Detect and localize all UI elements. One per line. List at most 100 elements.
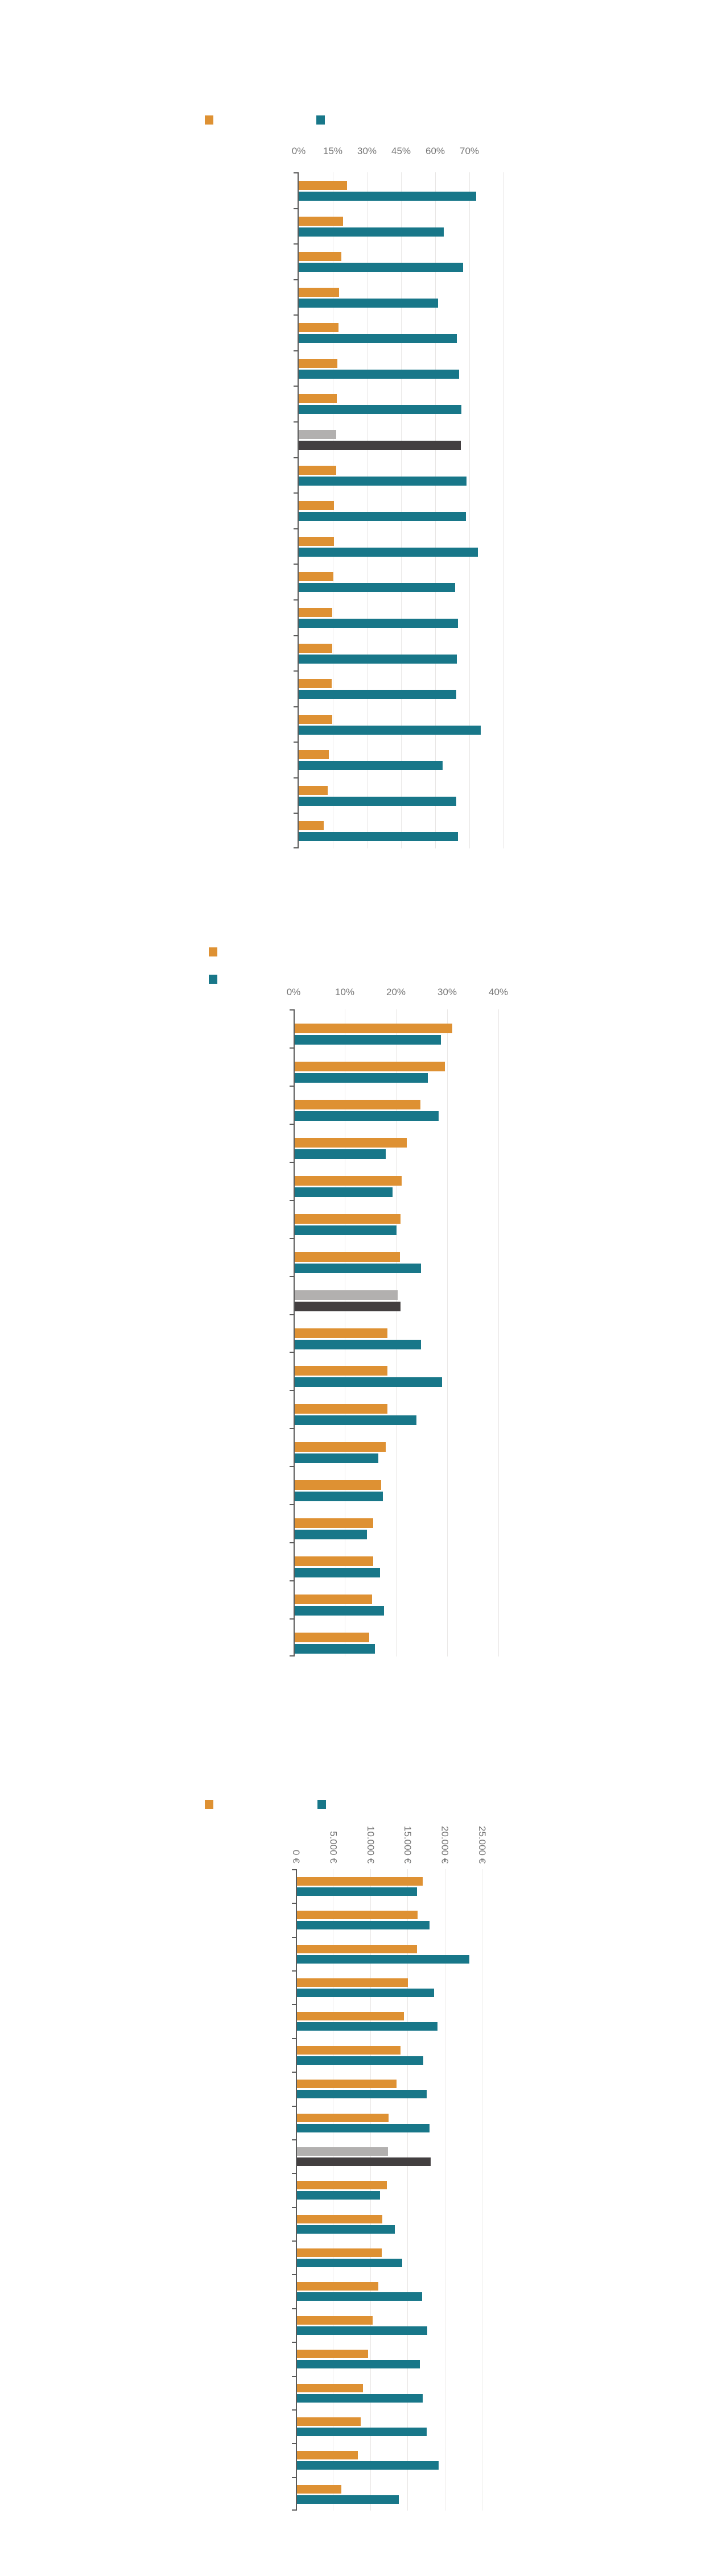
- bar-series2: [299, 512, 466, 521]
- category-tick: [290, 1238, 294, 1239]
- x-axis-tick-label-text: 25.000 €: [477, 1825, 488, 1863]
- x-axis-tick-label-rotated: 20.000 €: [438, 1778, 452, 1863]
- bar-series1-highlighted: [299, 430, 336, 439]
- bar-series1: [295, 1518, 373, 1528]
- category-tick: [292, 2004, 296, 2005]
- category-tick: [290, 1009, 294, 1010]
- category-tick: [292, 2443, 296, 2444]
- bar-series2: [297, 1921, 430, 1929]
- bar-series2: [295, 1415, 416, 1425]
- category-tick: [292, 2342, 296, 2343]
- bar-series2: [295, 1606, 384, 1616]
- category-tick: [290, 1276, 294, 1277]
- bar-series2: [299, 192, 476, 201]
- category-tick: [290, 1504, 294, 1505]
- category-tick: [294, 350, 298, 351]
- bar-series2: [299, 548, 478, 557]
- category-tick: [290, 1580, 294, 1581]
- bar-series2: [297, 2090, 427, 2098]
- bar-series1: [299, 608, 332, 617]
- category-tick: [294, 670, 298, 672]
- x-axis-tick-label-text: 15.000 €: [402, 1825, 414, 1863]
- bar-series1: [297, 2485, 341, 2494]
- x-axis-tick-label: 30%: [437, 987, 457, 997]
- bar-series2: [297, 2495, 399, 2504]
- bar-series2: [295, 1453, 378, 1463]
- x-axis-tick-label-rotated: 10.000 €: [364, 1778, 377, 1863]
- category-tick: [292, 2139, 296, 2140]
- x-axis-tick-label-text: 5.000 €: [328, 1831, 339, 1863]
- bar-series2: [299, 619, 458, 628]
- category-tick: [290, 1124, 294, 1125]
- bar-series1: [297, 2215, 382, 2223]
- bar-series1-highlighted: [295, 1290, 398, 1300]
- bar-series1: [299, 466, 336, 475]
- x-axis-tick-label: 45%: [391, 146, 411, 156]
- category-tick: [294, 492, 298, 494]
- bar-series2: [297, 2124, 430, 2132]
- bar-series2: [299, 299, 438, 308]
- bar-series2: [297, 2394, 423, 2403]
- category-tick: [292, 2509, 296, 2511]
- legend-swatch-series1: [209, 947, 217, 956]
- x-axis-tick-label-rotated: 15.000 €: [401, 1778, 414, 1863]
- bar-series1: [297, 2080, 397, 2088]
- bar-series1: [299, 288, 339, 297]
- bar-series2-highlighted: [295, 1302, 401, 1311]
- category-tick: [290, 1162, 294, 1163]
- bar-series1: [299, 394, 337, 403]
- chart-1-percent-horizontal-bars: 0% 15% 30% 45% 60% 70%: [0, 85, 710, 865]
- bar-series1: [299, 750, 329, 759]
- category-tick: [292, 1903, 296, 1904]
- bar-series1: [297, 2451, 358, 2459]
- category-tick: [292, 2173, 296, 2174]
- bar-series1: [295, 1100, 420, 1109]
- bar-series2: [299, 263, 463, 272]
- bar-series1: [299, 537, 334, 546]
- bar-series2: [297, 2326, 427, 2335]
- bar-series2: [299, 655, 457, 664]
- bar-series1: [297, 2282, 378, 2291]
- bar-series2: [295, 1149, 386, 1159]
- category-tick: [294, 421, 298, 423]
- x-axis-tick-label-rotated: 0 €: [289, 1778, 303, 1863]
- plot-area: [292, 1869, 521, 2511]
- bar-series2: [297, 2225, 395, 2234]
- bar-series1: [299, 323, 339, 332]
- category-tick: [290, 1200, 294, 1201]
- gridline: [367, 172, 368, 848]
- category-tick: [290, 1618, 294, 1620]
- category-tick: [290, 1047, 294, 1049]
- bar-series1: [295, 1024, 452, 1033]
- gridline: [503, 172, 504, 848]
- x-axis-tick-label: 60%: [425, 146, 445, 156]
- bar-series2: [299, 227, 444, 237]
- bar-series2-highlighted: [297, 2157, 431, 2166]
- bar-series1: [299, 715, 332, 724]
- category-tick: [292, 2274, 296, 2275]
- bar-series2: [295, 1111, 439, 1121]
- category-tick: [290, 1352, 294, 1353]
- bar-series1: [299, 572, 333, 581]
- bar-series2: [299, 832, 458, 841]
- category-tick: [292, 2477, 296, 2478]
- bar-series2: [297, 2461, 439, 2470]
- bar-series1: [295, 1252, 400, 1262]
- bar-series1: [297, 2417, 361, 2426]
- bar-series1: [295, 1366, 387, 1376]
- gridline: [396, 1009, 397, 1656]
- category-tick: [292, 2106, 296, 2107]
- gridline: [498, 1009, 499, 1656]
- bar-series1: [295, 1556, 373, 1566]
- plot-area: [294, 172, 521, 848]
- bar-series1: [299, 679, 332, 688]
- bar-series1: [297, 2046, 401, 2055]
- category-tick: [292, 1937, 296, 1938]
- bar-series2: [299, 370, 459, 379]
- category-tick: [294, 208, 298, 209]
- x-axis-tick-label: 20%: [386, 987, 406, 997]
- category-tick: [292, 1869, 296, 1870]
- bar-series2: [299, 797, 456, 806]
- category-tick: [292, 2240, 296, 2242]
- chart-3-euro-horizontal-bars: 0 € 5.000 € 10.000 € 15.000 € 20.000 € 25.000…: [0, 1734, 710, 2528]
